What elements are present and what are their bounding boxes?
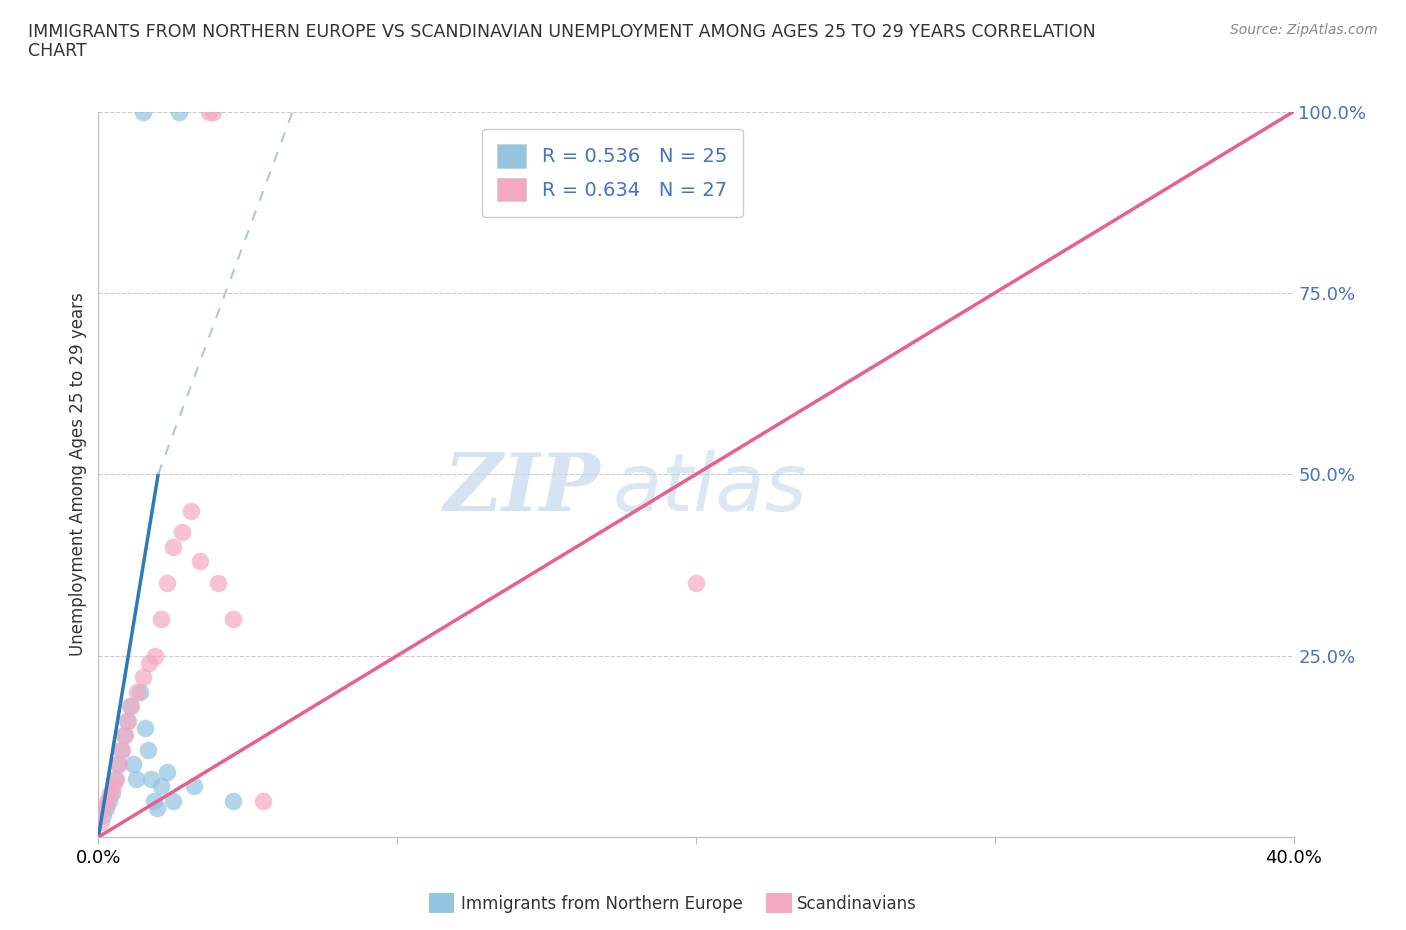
Y-axis label: Unemployment Among Ages 25 to 29 years: Unemployment Among Ages 25 to 29 years <box>69 292 87 657</box>
Point <box>105 772 128 787</box>
Point <box>103 778 125 793</box>
Text: CHART: CHART <box>28 42 87 60</box>
Point <box>132 104 155 119</box>
Point <box>114 728 136 743</box>
Point <box>162 793 184 808</box>
Point <box>150 778 173 793</box>
Point <box>132 670 155 684</box>
Point <box>93 801 115 816</box>
Point <box>138 656 160 671</box>
Point <box>136 742 159 757</box>
Point <box>129 684 152 699</box>
Point <box>207 576 229 591</box>
Point <box>156 764 179 779</box>
Legend: R = 0.536   N = 25, R = 0.634   N = 27: R = 0.536 N = 25, R = 0.634 N = 27 <box>482 128 742 217</box>
Point <box>115 713 138 728</box>
Point <box>101 786 124 801</box>
Point <box>90 815 112 830</box>
Text: IMMIGRANTS FROM NORTHERN EUROPE VS SCANDINAVIAN UNEMPLOYMENT AMONG AGES 25 TO 29: IMMIGRANTS FROM NORTHERN EUROPE VS SCAND… <box>28 23 1095 41</box>
Point <box>112 728 135 743</box>
Point <box>134 721 156 736</box>
Point <box>143 648 166 663</box>
Point <box>120 699 142 714</box>
Point <box>117 713 139 728</box>
Point <box>121 757 143 772</box>
Point <box>104 772 127 787</box>
Point <box>198 104 221 119</box>
Point <box>118 699 141 714</box>
Point <box>96 793 118 808</box>
Point <box>180 503 202 518</box>
Point <box>150 612 173 627</box>
Point <box>111 742 134 757</box>
Text: Source: ZipAtlas.com: Source: ZipAtlas.com <box>1230 23 1378 37</box>
Point <box>222 793 245 808</box>
Point <box>139 772 162 787</box>
Point <box>167 104 190 119</box>
Text: Immigrants from Northern Europe: Immigrants from Northern Europe <box>461 895 742 913</box>
Point <box>183 778 205 793</box>
Point <box>156 576 179 591</box>
Point <box>91 808 114 823</box>
Point <box>252 793 274 808</box>
Text: atlas: atlas <box>612 450 807 528</box>
Point <box>110 742 132 757</box>
Point <box>188 554 211 569</box>
Point <box>108 757 131 772</box>
Point <box>145 801 167 816</box>
Point <box>222 612 245 627</box>
Point <box>162 539 184 554</box>
Text: Scandinavians: Scandinavians <box>797 895 917 913</box>
Point <box>125 772 148 787</box>
Point <box>127 684 149 699</box>
Point <box>97 793 120 808</box>
Point <box>172 525 194 539</box>
Point <box>107 757 129 772</box>
Point <box>202 104 225 119</box>
Point <box>685 576 707 591</box>
Point <box>94 801 117 816</box>
Point <box>98 786 122 801</box>
Text: ZIP: ZIP <box>443 450 600 527</box>
Point <box>142 793 165 808</box>
